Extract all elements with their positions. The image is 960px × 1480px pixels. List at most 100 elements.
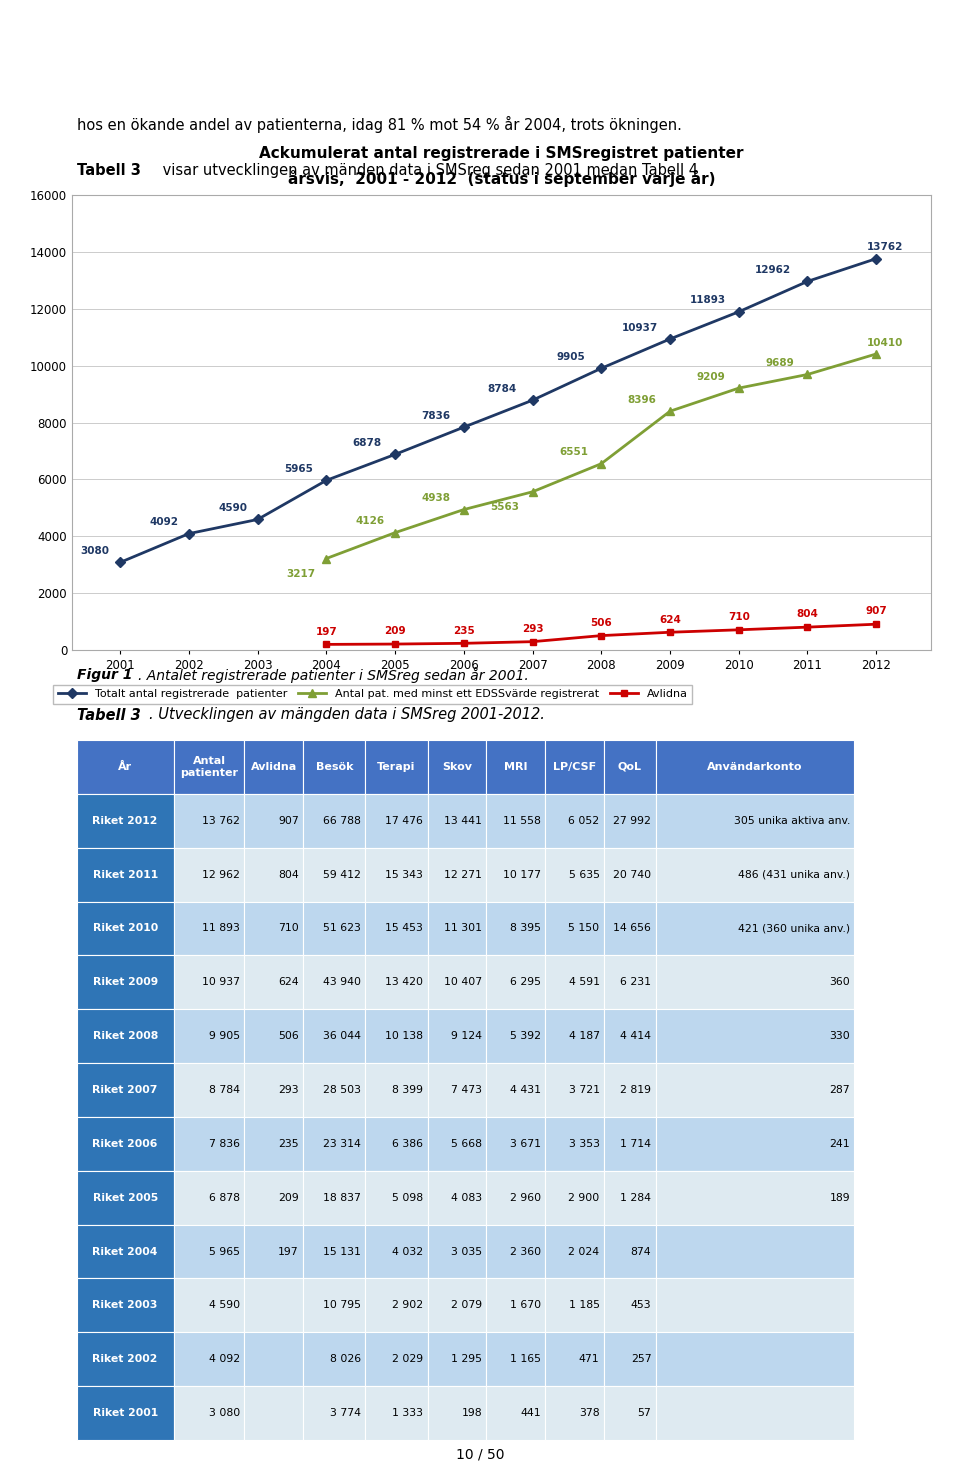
Text: 14 656: 14 656 [613, 924, 652, 934]
FancyBboxPatch shape [604, 1009, 656, 1063]
FancyBboxPatch shape [245, 1332, 303, 1387]
Text: 804: 804 [278, 870, 299, 879]
Text: 10 177: 10 177 [503, 870, 540, 879]
Text: 198: 198 [462, 1407, 482, 1418]
Text: 4 414: 4 414 [620, 1032, 652, 1040]
FancyBboxPatch shape [303, 1332, 366, 1387]
FancyBboxPatch shape [427, 1387, 487, 1440]
FancyBboxPatch shape [656, 956, 854, 1009]
Text: Riket 2001: Riket 2001 [92, 1407, 157, 1418]
Text: 51 623: 51 623 [324, 924, 361, 934]
FancyBboxPatch shape [604, 1224, 656, 1279]
FancyBboxPatch shape [303, 1117, 366, 1171]
Text: 305 unika aktiva anv.: 305 unika aktiva anv. [733, 815, 851, 826]
FancyBboxPatch shape [545, 1279, 604, 1332]
Text: 6 052: 6 052 [568, 815, 599, 826]
FancyBboxPatch shape [174, 1117, 245, 1171]
Text: 360: 360 [829, 977, 851, 987]
Text: Besök: Besök [316, 762, 353, 773]
Text: 5 392: 5 392 [510, 1032, 540, 1040]
FancyBboxPatch shape [656, 1279, 854, 1332]
FancyBboxPatch shape [303, 848, 366, 901]
Text: 6 231: 6 231 [620, 977, 652, 987]
Text: 2 900: 2 900 [568, 1193, 599, 1203]
Text: 907: 907 [865, 607, 887, 617]
FancyBboxPatch shape [545, 1171, 604, 1224]
Text: 20 740: 20 740 [613, 870, 652, 879]
Text: 3 774: 3 774 [330, 1407, 361, 1418]
Text: 9 905: 9 905 [209, 1032, 240, 1040]
Text: 4938: 4938 [421, 493, 450, 503]
FancyBboxPatch shape [487, 848, 545, 901]
Text: 8 026: 8 026 [330, 1354, 361, 1365]
Text: Riket 2011: Riket 2011 [92, 870, 157, 879]
FancyBboxPatch shape [245, 1387, 303, 1440]
FancyBboxPatch shape [245, 1171, 303, 1224]
Text: 1 185: 1 185 [568, 1301, 599, 1310]
Text: 3 721: 3 721 [568, 1085, 599, 1095]
FancyBboxPatch shape [487, 956, 545, 1009]
Text: 7 473: 7 473 [451, 1085, 482, 1095]
Text: Riket 2004: Riket 2004 [92, 1246, 157, 1257]
FancyBboxPatch shape [487, 1279, 545, 1332]
FancyBboxPatch shape [77, 1224, 174, 1279]
Text: visar fördelningen av de viktigaste parametrarna i SMSreg i nuläget.: visar fördelningen av de viktigaste para… [77, 213, 581, 228]
Text: 10 138: 10 138 [385, 1032, 423, 1040]
FancyBboxPatch shape [303, 956, 366, 1009]
FancyBboxPatch shape [245, 848, 303, 901]
Text: År: År [118, 762, 132, 773]
FancyBboxPatch shape [77, 1332, 174, 1387]
Text: Avlidna: Avlidna [251, 762, 297, 773]
Text: 12 962: 12 962 [203, 870, 240, 879]
FancyBboxPatch shape [427, 1224, 487, 1279]
FancyBboxPatch shape [303, 1224, 366, 1279]
FancyBboxPatch shape [656, 901, 854, 956]
Text: 6551: 6551 [559, 447, 588, 457]
FancyBboxPatch shape [656, 1387, 854, 1440]
FancyBboxPatch shape [366, 1387, 427, 1440]
Text: 5563: 5563 [491, 502, 519, 512]
Text: 15 343: 15 343 [385, 870, 423, 879]
Text: Tabell 3: Tabell 3 [77, 707, 140, 722]
FancyBboxPatch shape [245, 740, 303, 793]
FancyBboxPatch shape [427, 1171, 487, 1224]
FancyBboxPatch shape [604, 901, 656, 956]
FancyBboxPatch shape [174, 848, 245, 901]
FancyBboxPatch shape [174, 956, 245, 1009]
FancyBboxPatch shape [174, 740, 245, 793]
Text: 2 079: 2 079 [451, 1301, 482, 1310]
FancyBboxPatch shape [366, 1117, 427, 1171]
Text: 1 295: 1 295 [451, 1354, 482, 1365]
FancyBboxPatch shape [545, 956, 604, 1009]
Text: 4 590: 4 590 [209, 1301, 240, 1310]
Text: 15 453: 15 453 [385, 924, 423, 934]
FancyBboxPatch shape [545, 1224, 604, 1279]
FancyBboxPatch shape [245, 1279, 303, 1332]
Text: 506: 506 [278, 1032, 299, 1040]
Text: 4 187: 4 187 [568, 1032, 599, 1040]
Text: Riket 2007: Riket 2007 [92, 1085, 157, 1095]
Text: Antal
patienter: Antal patienter [180, 756, 238, 777]
FancyBboxPatch shape [545, 740, 604, 793]
Text: 4 591: 4 591 [568, 977, 599, 987]
Text: 5 965: 5 965 [209, 1246, 240, 1257]
Text: . Antalet registrerade patienter i SMSreg sedan år 2001.: . Antalet registrerade patienter i SMSre… [137, 667, 528, 682]
Text: 13 441: 13 441 [444, 815, 482, 826]
FancyBboxPatch shape [545, 901, 604, 956]
FancyBboxPatch shape [604, 740, 656, 793]
FancyBboxPatch shape [487, 1063, 545, 1117]
Text: 5 635: 5 635 [568, 870, 599, 879]
Text: 27 992: 27 992 [613, 815, 652, 826]
FancyBboxPatch shape [545, 1387, 604, 1440]
FancyBboxPatch shape [366, 793, 427, 848]
FancyBboxPatch shape [245, 901, 303, 956]
FancyBboxPatch shape [427, 1063, 487, 1117]
Text: 5965: 5965 [284, 465, 313, 474]
FancyBboxPatch shape [245, 956, 303, 1009]
FancyBboxPatch shape [77, 793, 174, 848]
Text: 10937: 10937 [621, 323, 658, 333]
FancyBboxPatch shape [545, 848, 604, 901]
Text: Riket 2012: Riket 2012 [92, 815, 157, 826]
Text: 8 395: 8 395 [510, 924, 540, 934]
FancyBboxPatch shape [656, 793, 854, 848]
